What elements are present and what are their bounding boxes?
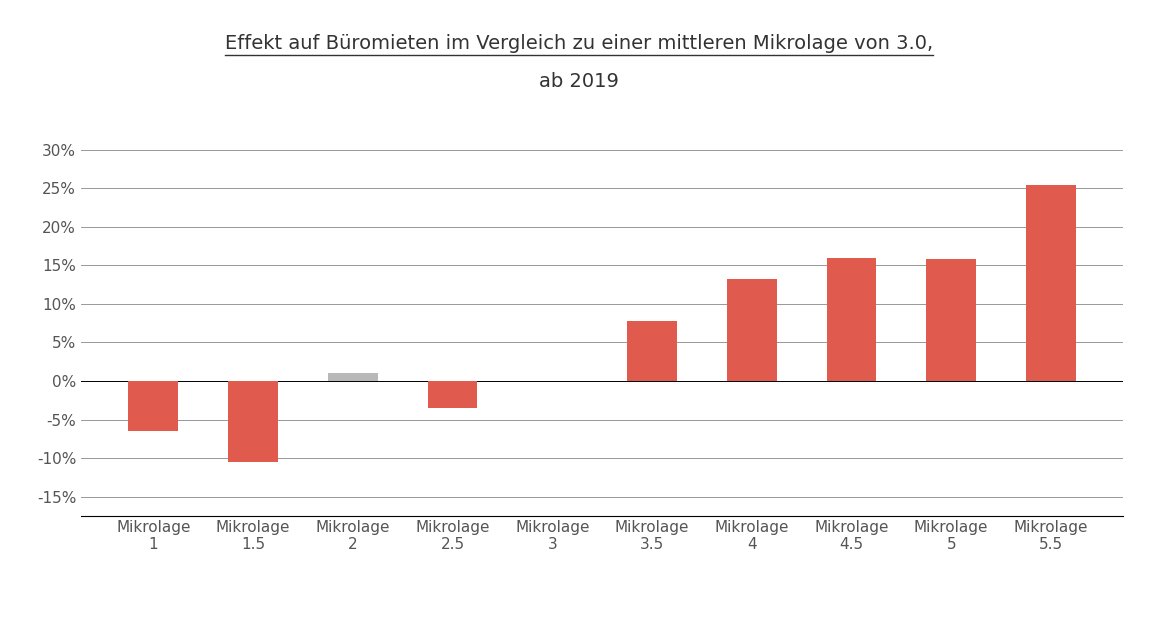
- Text: 1: 1: [148, 537, 159, 552]
- Bar: [727, 279, 777, 381]
- Text: 3: 3: [548, 537, 557, 552]
- Text: Mikrolage: Mikrolage: [316, 520, 390, 535]
- Bar: [328, 373, 378, 381]
- Bar: [628, 321, 677, 381]
- Text: 4: 4: [747, 537, 756, 552]
- Text: Mikrolage: Mikrolage: [1013, 520, 1089, 535]
- Bar: [1026, 184, 1076, 381]
- Text: 2.5: 2.5: [440, 537, 464, 552]
- Text: Mikrolage: Mikrolage: [416, 520, 490, 535]
- Bar: [228, 381, 278, 462]
- Text: ab 2019: ab 2019: [540, 72, 618, 91]
- Text: 5: 5: [946, 537, 957, 552]
- Text: Mikrolage: Mikrolage: [215, 520, 291, 535]
- Text: Mikrolage: Mikrolage: [814, 520, 888, 535]
- Text: Mikrolage: Mikrolage: [615, 520, 689, 535]
- Bar: [827, 258, 877, 381]
- Text: Mikrolage: Mikrolage: [515, 520, 589, 535]
- Bar: [926, 259, 976, 381]
- Text: Mikrolage: Mikrolage: [714, 520, 789, 535]
- Bar: [129, 381, 178, 431]
- Text: 4.5: 4.5: [840, 537, 864, 552]
- Text: Mikrolage: Mikrolage: [914, 520, 989, 535]
- Text: 2: 2: [349, 537, 358, 552]
- Text: Mikrolage: Mikrolage: [116, 520, 191, 535]
- Text: Effekt auf Büromieten im Vergleich zu einer mittleren Mikrolage von 3.0,: Effekt auf Büromieten im Vergleich zu ei…: [225, 35, 933, 53]
- Text: 5.5: 5.5: [1039, 537, 1063, 552]
- Text: 1.5: 1.5: [241, 537, 265, 552]
- Text: 3.5: 3.5: [640, 537, 665, 552]
- Bar: [427, 381, 477, 408]
